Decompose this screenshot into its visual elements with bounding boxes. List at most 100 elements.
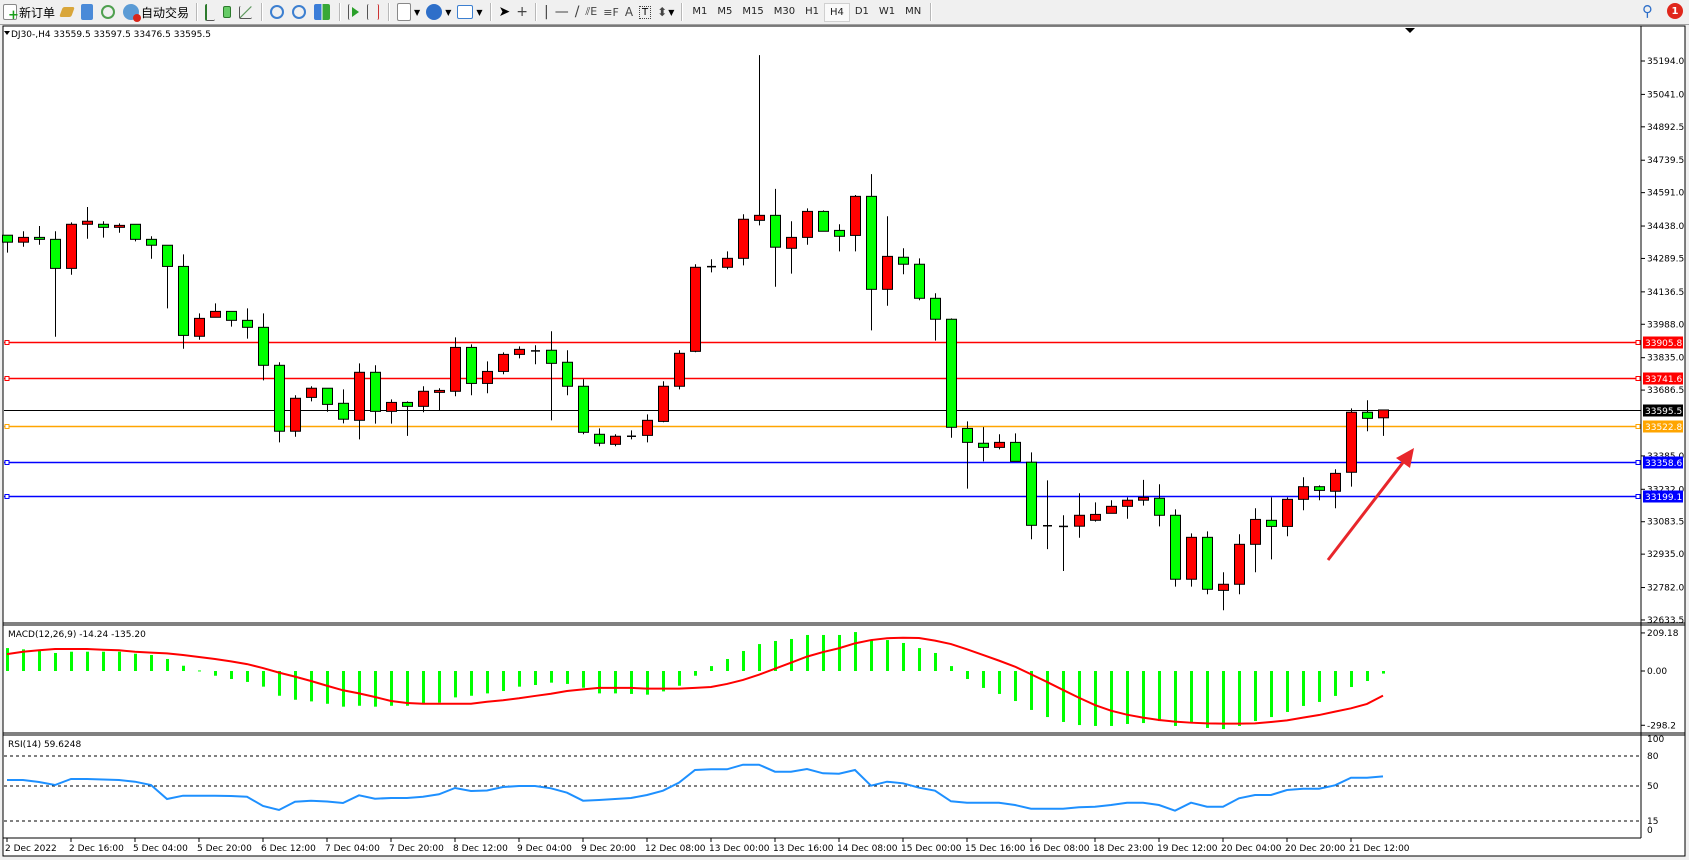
- signals-button[interactable]: [98, 1, 120, 23]
- level-price-tag: [1643, 336, 1683, 349]
- macd-bar: [678, 671, 681, 686]
- vertical-line-button[interactable]: |: [541, 1, 552, 23]
- toolbar-right: ⚲ 1: [1642, 2, 1683, 20]
- timeframe-mn[interactable]: MN: [905, 5, 922, 17]
- trendline-icon: /: [574, 4, 580, 20]
- search-icon[interactable]: ⚲: [1642, 2, 1653, 20]
- level-handle[interactable]: [1635, 424, 1641, 429]
- chart-shift-marker-icon[interactable]: [1405, 28, 1415, 33]
- candle-body: [866, 195, 877, 290]
- candle: [498, 352, 509, 375]
- candle-body: [18, 236, 29, 243]
- cursor-button[interactable]: ➤: [496, 1, 514, 23]
- candle-body: [194, 317, 205, 337]
- line-chart-button[interactable]: [236, 1, 257, 23]
- notifications-badge[interactable]: 1: [1667, 3, 1683, 19]
- timeframe-m5[interactable]: M5: [717, 5, 733, 17]
- time-axis-label: 15 Dec 16:00: [965, 844, 1026, 854]
- macd-bar: [1286, 671, 1289, 712]
- macd-bar: [1046, 671, 1049, 718]
- candle: [242, 308, 253, 339]
- auto-trading-button[interactable]: 自动交易: [120, 1, 192, 23]
- horizontal-line-button[interactable]: —: [552, 1, 572, 23]
- timeframe-h1[interactable]: H1: [805, 5, 819, 17]
- timeframe-m15[interactable]: M15: [742, 5, 764, 17]
- level-handle[interactable]: [4, 460, 10, 465]
- candle-body: [178, 265, 189, 336]
- price-axis-label: 33232.0: [1647, 485, 1684, 495]
- timeframe-h4[interactable]: H4: [823, 2, 850, 22]
- level-handle[interactable]: [1635, 340, 1641, 345]
- candle-body: [498, 353, 509, 372]
- macd-bar: [870, 640, 873, 671]
- candle-body: [210, 310, 221, 318]
- new-order-button[interactable]: + 新订单: [0, 1, 58, 23]
- timeframe-m1[interactable]: M1: [692, 5, 708, 17]
- candlestick-icon: [223, 6, 232, 18]
- new-order-label: 新订单: [19, 5, 56, 20]
- tile-windows-icon: [314, 4, 331, 20]
- arrows-button[interactable]: ⬍ ▼: [654, 1, 677, 23]
- red-arrow-annotation[interactable]: [1326, 448, 1414, 561]
- gold-bars-button[interactable]: [58, 1, 78, 23]
- market-watch-button[interactable]: [78, 1, 98, 23]
- candle: [322, 387, 333, 412]
- toolbar-separator: [489, 3, 492, 21]
- crosshair-button[interactable]: +: [513, 1, 531, 23]
- price-axis-label: 34136.5: [1647, 288, 1684, 298]
- macd-bar: [38, 650, 41, 671]
- level-handle[interactable]: [4, 340, 10, 345]
- indicators-button[interactable]: ▼: [394, 1, 423, 23]
- fibonacci-button[interactable]: ⫽E: [582, 1, 600, 23]
- chevron-down-icon: ▼: [414, 7, 421, 17]
- level-handle[interactable]: [4, 424, 10, 429]
- candle: [722, 251, 733, 270]
- candle-body: [1138, 496, 1149, 501]
- macd-bar: [470, 671, 473, 696]
- toolbar-separator: [196, 3, 199, 21]
- candle-body: [1170, 514, 1181, 580]
- arrow-head-icon: [1396, 448, 1414, 468]
- timeframe-d1[interactable]: D1: [854, 5, 869, 17]
- tile-windows-button[interactable]: [311, 1, 335, 23]
- bar-chart-button[interactable]: [202, 1, 220, 23]
- macd-bar: [70, 651, 73, 671]
- chart-menu-triangle-icon[interactable]: [4, 31, 10, 35]
- chart-shift-button[interactable]: [364, 1, 384, 23]
- candlestick-button[interactable]: [220, 1, 236, 23]
- macd-bar: [150, 654, 153, 671]
- text-button[interactable]: A: [622, 1, 636, 23]
- timeframe-w1[interactable]: W1: [878, 5, 896, 17]
- level-price-label: 33741.6: [1645, 375, 1682, 385]
- level-price-tag: [1643, 456, 1683, 469]
- text-label-button[interactable]: T: [636, 1, 654, 23]
- auto-scroll-button[interactable]: [345, 1, 364, 23]
- macd-bar: [1174, 671, 1177, 726]
- level-handle[interactable]: [1635, 460, 1641, 465]
- candle-body: [546, 349, 557, 364]
- arrows-icon: ⬍: [657, 5, 668, 19]
- macd-bar: [166, 658, 169, 671]
- candle-body: [1378, 409, 1389, 419]
- candle: [850, 195, 861, 252]
- periods-button[interactable]: ▼: [423, 1, 454, 23]
- level-handle[interactable]: [4, 376, 10, 381]
- templates-button[interactable]: ▼: [454, 1, 485, 23]
- level-handle[interactable]: [1635, 494, 1641, 499]
- level-handle[interactable]: [4, 494, 10, 499]
- macd-bar: [518, 671, 521, 687]
- zoom-out-button[interactable]: [289, 1, 311, 23]
- fibonacci-fan-button[interactable]: ≡F: [600, 1, 622, 23]
- zoom-in-button[interactable]: [267, 1, 289, 23]
- chart-window[interactable]: 35194.0 35041.0 34892.5 34739.5 34591.0 34438…: [0, 25, 1689, 860]
- candle: [1090, 502, 1101, 522]
- candle-body: [610, 435, 621, 445]
- trendline-button[interactable]: /: [572, 1, 583, 23]
- candle-body: [834, 229, 845, 237]
- level-handle[interactable]: [1635, 376, 1641, 381]
- candle: [594, 428, 605, 447]
- level-price-label: 33595.5: [1645, 407, 1682, 417]
- timeframe-m30[interactable]: M30: [773, 5, 796, 17]
- candle-body: [130, 223, 141, 240]
- candle-body: [690, 266, 701, 352]
